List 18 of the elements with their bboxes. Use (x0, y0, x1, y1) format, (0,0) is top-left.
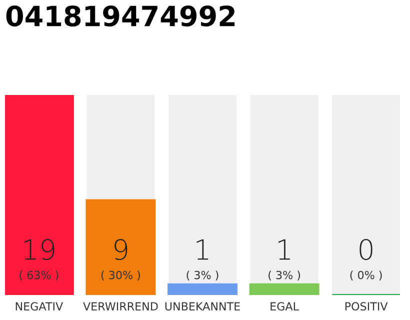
x-tick-label: NEGATIV (16, 302, 64, 311)
annotation: ( 3% ) (268, 270, 300, 281)
annotation: ( 0% ) (350, 270, 382, 281)
data-label: 1 (196, 239, 208, 260)
data-label: 0 (360, 239, 372, 260)
data-label: 19 (24, 239, 54, 260)
chart-title: 041819474992 (6, 5, 235, 26)
data-label: 1 (278, 239, 290, 260)
data-label: 9 (114, 239, 128, 260)
annotation: ( 63% ) (20, 270, 58, 281)
annotation: ( 3% ) (186, 270, 218, 281)
bar (168, 283, 238, 295)
x-tick-label: POSITIV (345, 302, 388, 311)
x-tick-label: VERWIRREND (83, 302, 158, 310)
bar (249, 283, 320, 295)
x-tick-label: UNBEKANNTE (165, 302, 240, 311)
x-tick-label: EGAL (270, 302, 299, 311)
annotation: ( 30% ) (101, 270, 140, 281)
